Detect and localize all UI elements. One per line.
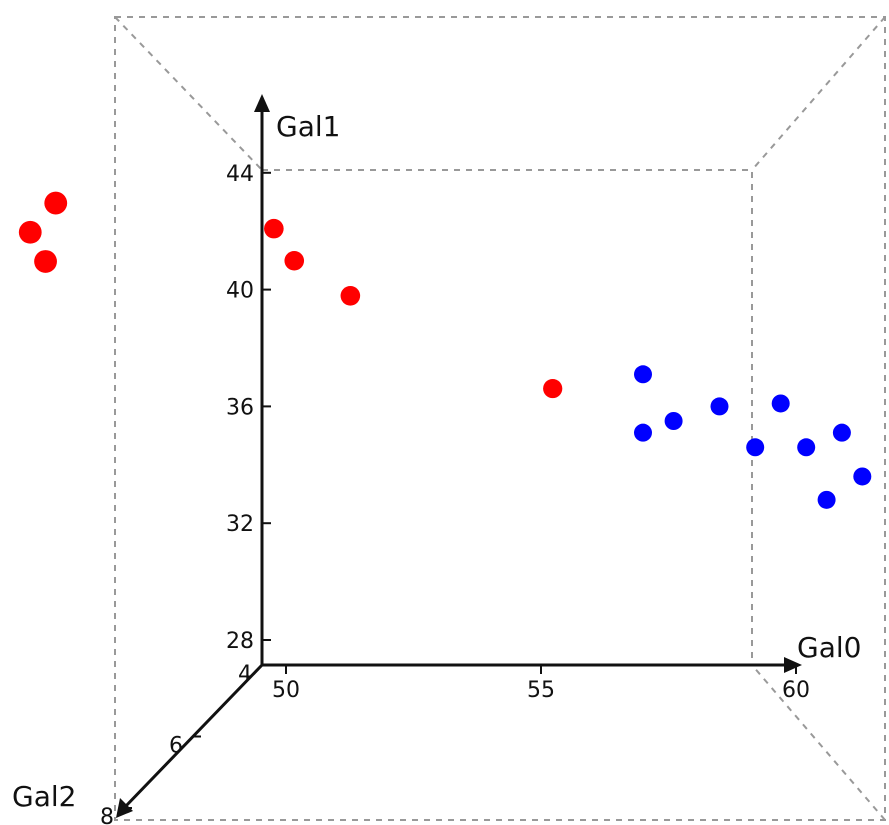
z-axis-ticks: 4 6 8 [100,662,270,825]
x-tick-label: 50 [272,678,300,703]
red-data-point [44,191,68,215]
blue-data-point [817,490,836,509]
red-data-point [34,250,57,273]
red-data-point [543,378,563,399]
x-tick-label: 55 [527,678,555,703]
blue-data-point [634,423,652,442]
red-data-point [18,220,42,244]
red-data-point [264,218,284,239]
y-tick-label: 40 [226,279,254,304]
data-points [18,191,872,509]
blue-data-point [832,423,851,442]
box-edge-top-right [751,16,886,171]
y-axis-title: Gal1 [276,110,340,143]
blue-data-point [746,438,765,457]
y-axis-ticks: 28 32 36 40 44 [226,162,271,654]
y-tick-label: 44 [226,162,254,187]
z-tick-label: 6 [169,734,183,759]
y-axis-arrow [254,94,270,112]
blue-data-point [771,394,790,413]
z-axis-title: Gal2 [12,780,76,813]
x-axis-title: Gal0 [797,631,861,664]
y-tick-label: 36 [226,395,254,420]
z-tick-label: 4 [238,662,252,687]
x-axis-arrow [784,657,802,673]
box-edge-bottom-right [751,664,886,821]
box-edge-top-left [114,16,263,171]
axes [116,94,802,818]
red-data-point [284,250,305,271]
blue-data-point [853,467,872,486]
blue-data-point [664,412,683,430]
x-axis-ticks: 50556065 [272,665,810,703]
box-front-face [114,16,886,821]
z-tick-label: 8 [100,805,114,825]
x-tick-label: 60 [782,678,810,703]
red-data-point [340,285,361,306]
y-tick-label: 28 [226,629,254,654]
y-tick-label: 32 [226,512,254,537]
blue-data-point [634,365,652,384]
blue-data-point [710,397,729,416]
blue-data-point [797,438,816,457]
